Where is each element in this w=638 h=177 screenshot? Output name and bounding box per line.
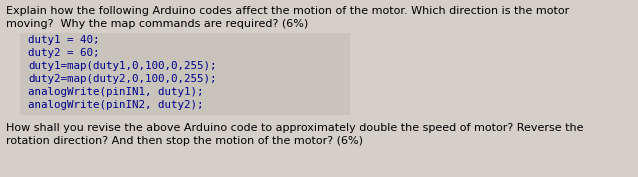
Text: duty1=map(duty1,0,100,0,255);: duty1=map(duty1,0,100,0,255);: [28, 61, 216, 71]
Text: analogWrite(pinIN2, duty2);: analogWrite(pinIN2, duty2);: [28, 100, 204, 110]
Text: duty1 = 40;: duty1 = 40;: [28, 35, 100, 45]
Text: duty2 = 60;: duty2 = 60;: [28, 48, 100, 58]
Text: How shall you revise the above Arduino code to approximately double the speed of: How shall you revise the above Arduino c…: [6, 123, 584, 133]
Text: duty2=map(duty2,0,100,0,255);: duty2=map(duty2,0,100,0,255);: [28, 74, 216, 84]
Bar: [20, 33, 350, 115]
Text: rotation direction? And then stop the motion of the motor? (6%): rotation direction? And then stop the mo…: [6, 136, 363, 146]
Text: moving?  Why the map commands are required? (6%): moving? Why the map commands are require…: [6, 19, 308, 29]
Text: analogWrite(pinIN1, duty1);: analogWrite(pinIN1, duty1);: [28, 87, 204, 97]
Text: Explain how the following Arduino codes affect the motion of the motor. Which di: Explain how the following Arduino codes …: [6, 6, 569, 16]
